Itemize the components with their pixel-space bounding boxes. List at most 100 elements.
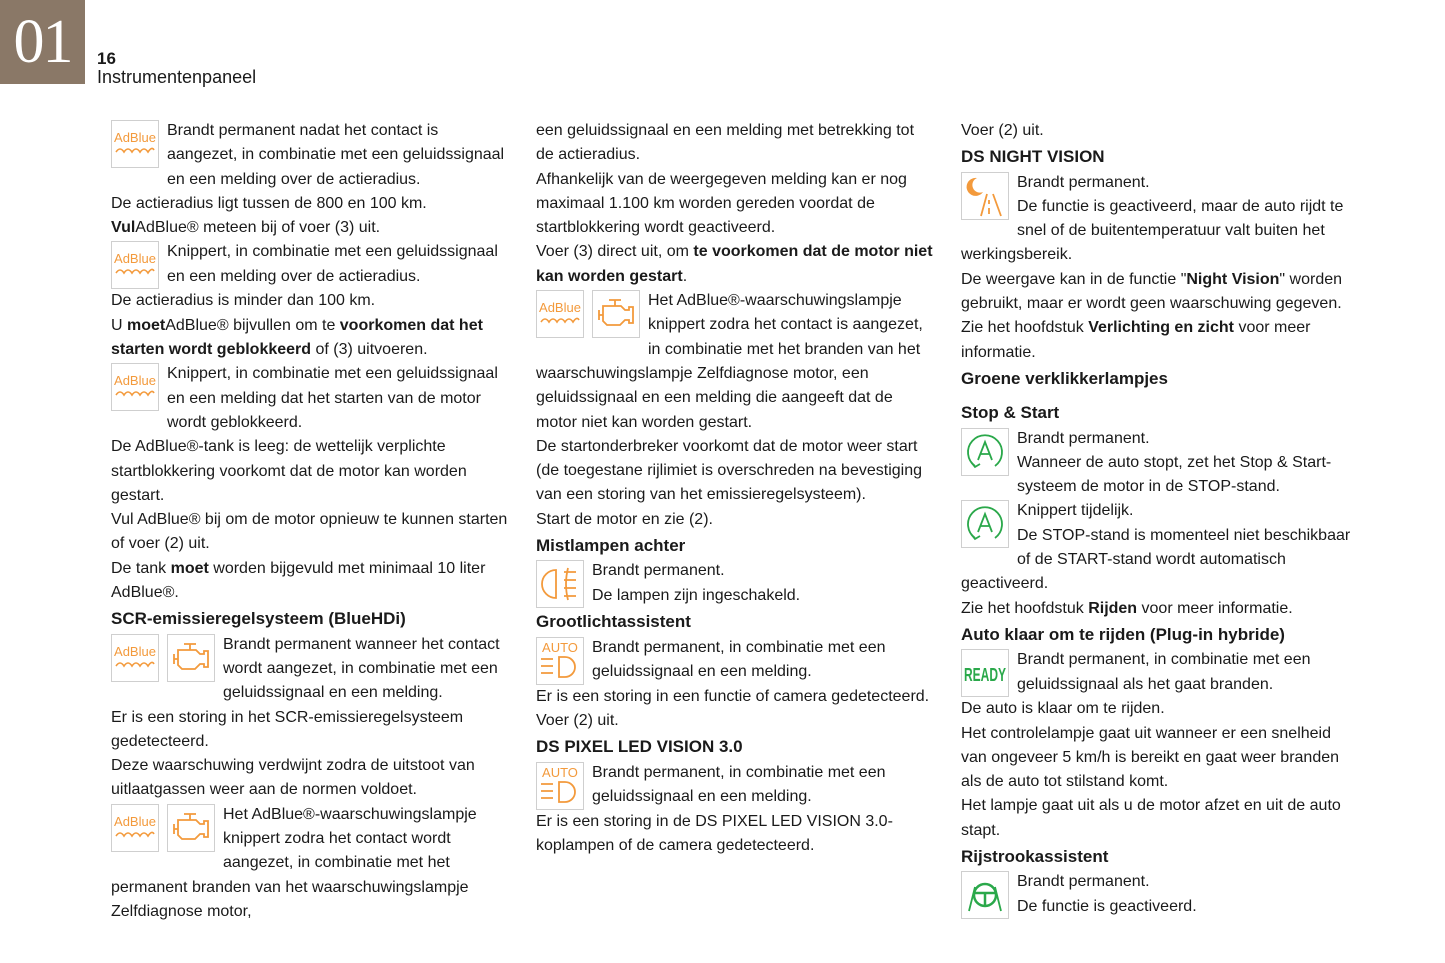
adblue-warning-icon: AdBlue: [111, 241, 159, 290]
indicator-description: Knippert tijdelijk. De STOP-stand is mom…: [961, 499, 1361, 596]
section-heading: Auto klaar om te rijden (Plug-in hybride…: [961, 624, 1285, 644]
text-run: Brandt permanent. De functie is geactive…: [961, 173, 1344, 264]
paragraph: Voer (2) uit.: [536, 709, 936, 733]
paragraph: De startonderbreker voorkomt dat de moto…: [536, 435, 936, 508]
text-run: .: [682, 267, 688, 285]
paragraph: Afhankelijk van de weergegeven melding k…: [536, 168, 936, 241]
text-run: De tank: [111, 559, 171, 577]
column-2: een geluidssignaal en een melding met be…: [536, 119, 936, 858]
text-run: Er is een storing in de DS PIXEL LED VIS…: [536, 812, 893, 854]
text-run: Knippert, in combinatie met een geluidss…: [167, 243, 498, 285]
indicator-icons: AUTO: [536, 761, 584, 810]
indicator-text: Brandt permanent. Wanneer de auto stopt,…: [961, 427, 1361, 500]
lane-keeping-icon: [961, 871, 1009, 920]
indicator-text: Knippert, in combinatie met een geluidss…: [111, 240, 511, 289]
paragraph: VulAdBlue® meteen bij of voer (3) uit.: [111, 216, 511, 240]
adblue-label: AdBlue: [114, 251, 156, 266]
paragraph: Er is een storing in de DS PIXEL LED VIS…: [536, 810, 936, 859]
bold-text: moet: [170, 559, 209, 577]
text-run: worden bijgevuld met minimaal 10 liter A…: [111, 559, 486, 602]
text-run: " worden gebruikt, maar er wordt geen wa…: [961, 270, 1343, 313]
text-run: U: [111, 316, 127, 334]
indicator-description: AdBlue Het AdBlue®-waarschuwingslampje kn…: [536, 289, 936, 435]
page-number: 16: [97, 49, 116, 68]
adblue-warning-icon: AdBlue: [111, 363, 159, 412]
paragraph: De tank moet worden bijgevuld met minima…: [111, 557, 511, 606]
paragraph: Zie het hoofdstuk Verlichting en zicht v…: [961, 316, 1361, 365]
text-run: Knippert, in combinatie met een geluidss…: [167, 365, 498, 431]
paragraph: U moetAdBlue® bijvullen om te voorkomen …: [111, 314, 511, 363]
column-1: AdBlue Brandt permanent nadat het contact…: [111, 119, 511, 924]
indicator-icons: READY: [961, 649, 1009, 698]
text-run: voor meer informatie.: [1137, 599, 1293, 617]
text-run: Brandt permanent nadat het contact is aa…: [167, 122, 505, 188]
text-run: Het lampje gaat uit als u de motor afzet…: [961, 797, 1341, 839]
bold-text: moet: [127, 316, 166, 334]
indicator-icons: AdBlue: [111, 241, 159, 290]
text-run: Start de motor en zie (2).: [536, 510, 713, 528]
paragraph: Er is een storing in het SCR-emissierege…: [111, 706, 511, 755]
indicator-description: AdBlue Knippert, in combinatie met een ge…: [111, 362, 511, 435]
indicator-description: AdBlue Knippert, in combinatie met een ge…: [111, 240, 511, 290]
auto-high-beam-icon: AUTO: [536, 636, 584, 685]
paragraph: Start de motor en zie (2).: [536, 508, 936, 532]
paragraph: Deze waarschuwing verdwijnt zodra de uit…: [111, 754, 511, 803]
text-run: Brandt permanent wanneer het contact wor…: [223, 635, 500, 702]
indicator-description: AdBlue Brandt permanent wanneer het conta…: [111, 633, 511, 706]
indicator-text: Het AdBlue®-waarschuwingslampje knippert…: [111, 803, 511, 924]
bold-text: Verlichting en zicht: [1088, 319, 1234, 337]
engine-diagnosis-icon: [592, 290, 640, 339]
text-run: Er is een storing in het SCR-emissierege…: [111, 708, 464, 750]
paragraph: Voer (2) uit.: [961, 119, 1361, 143]
adblue-warning-icon: AdBlue: [536, 290, 584, 339]
text-run: Brandt permanent, in combinatie met een …: [592, 763, 886, 805]
indicator-icons: [961, 427, 1009, 476]
bold-text: Rijden: [1088, 599, 1138, 617]
paragraph: Het lampje gaat uit als u de motor afzet…: [961, 794, 1361, 843]
text-run: Knippert tijdelijk. De STOP-stand is mom…: [961, 502, 1351, 593]
indicator-text: Knippert, in combinatie met een geluidss…: [111, 362, 511, 435]
indicator-icons: AdBlue: [111, 120, 159, 168]
text-run: Het controlelampje gaat uit wanneer er e…: [961, 724, 1340, 791]
indicator-description: READY Brandt permanent, in combinatie met…: [961, 648, 1361, 698]
bold-text: Night Vision: [1186, 270, 1280, 288]
indicator-icons: AdBlue: [536, 290, 640, 339]
text-run: of (3) uitvoeren.: [311, 341, 428, 359]
paragraph: Zie het hoofdstuk Rijden voor meer infor…: [961, 597, 1361, 621]
bold-text: voorkomen dat het starten wordt geblokke…: [111, 316, 483, 359]
text-run: Er is een storing in een functie of came…: [536, 687, 930, 705]
text-run: een geluidssignaal en een melding met be…: [536, 122, 915, 164]
section-heading: DS NIGHT VISION: [961, 147, 1105, 167]
indicator-icons: [961, 171, 1009, 220]
text-run: Vul AdBlue® bij om de motor opnieuw te k…: [111, 511, 508, 553]
indicator-description: AUTO Brandt permanent, in combinatie met …: [536, 761, 936, 810]
adblue-label: AdBlue: [539, 300, 581, 315]
stop-start-icon: [961, 427, 1009, 476]
text-run: Voer (3) direct uit, om: [536, 243, 694, 261]
adblue-label: AdBlue: [114, 644, 156, 659]
text-run: De weergave kan in de functie ": [961, 270, 1187, 288]
indicator-description: AdBlue Het AdBlue®-waarschuwingslampje kn…: [111, 803, 511, 924]
paragraph: De weergave kan in de functie "Night Vis…: [961, 268, 1361, 317]
paragraph: Vul AdBlue® bij om de motor opnieuw te k…: [111, 508, 511, 557]
text-run: De auto is klaar om te rijden.: [961, 700, 1165, 718]
indicator-text: Brandt permanent, in combinatie met een …: [961, 648, 1361, 697]
section-heading: Mistlampen achter: [536, 536, 686, 556]
adblue-label: AdBlue: [114, 814, 156, 829]
text-run: Het AdBlue®-waarschuwingslampje knippert…: [111, 805, 477, 920]
adblue-label: AdBlue: [114, 130, 156, 145]
paragraph: De auto is klaar om te rijden.: [961, 697, 1361, 721]
paragraph: De actieradius ligt tussen de 800 en 100…: [111, 192, 511, 216]
indicator-text: Brandt permanent, in combinatie met een …: [536, 761, 936, 810]
indicator-text: Brandt permanent, in combinatie met een …: [536, 636, 936, 685]
text-run: Brandt permanent. Wanneer de auto stopt,…: [1017, 429, 1332, 496]
auto-high-beam-icon: AUTO: [536, 761, 584, 810]
indicator-icons: [961, 871, 1009, 920]
indicator-text: Brandt permanent nadat het contact is aa…: [111, 119, 511, 192]
section-heading: Grootlichtassistent: [536, 612, 691, 632]
indicator-text: Het AdBlue®-waarschuwingslampje knippert…: [536, 289, 936, 435]
text-run: Brandt permanent, in combinatie met een …: [1017, 651, 1311, 693]
indicator-icons: AdBlue: [111, 363, 159, 412]
paragraph: Het controlelampje gaat uit wanneer er e…: [961, 722, 1361, 795]
ready-icon: READY: [961, 649, 1009, 698]
